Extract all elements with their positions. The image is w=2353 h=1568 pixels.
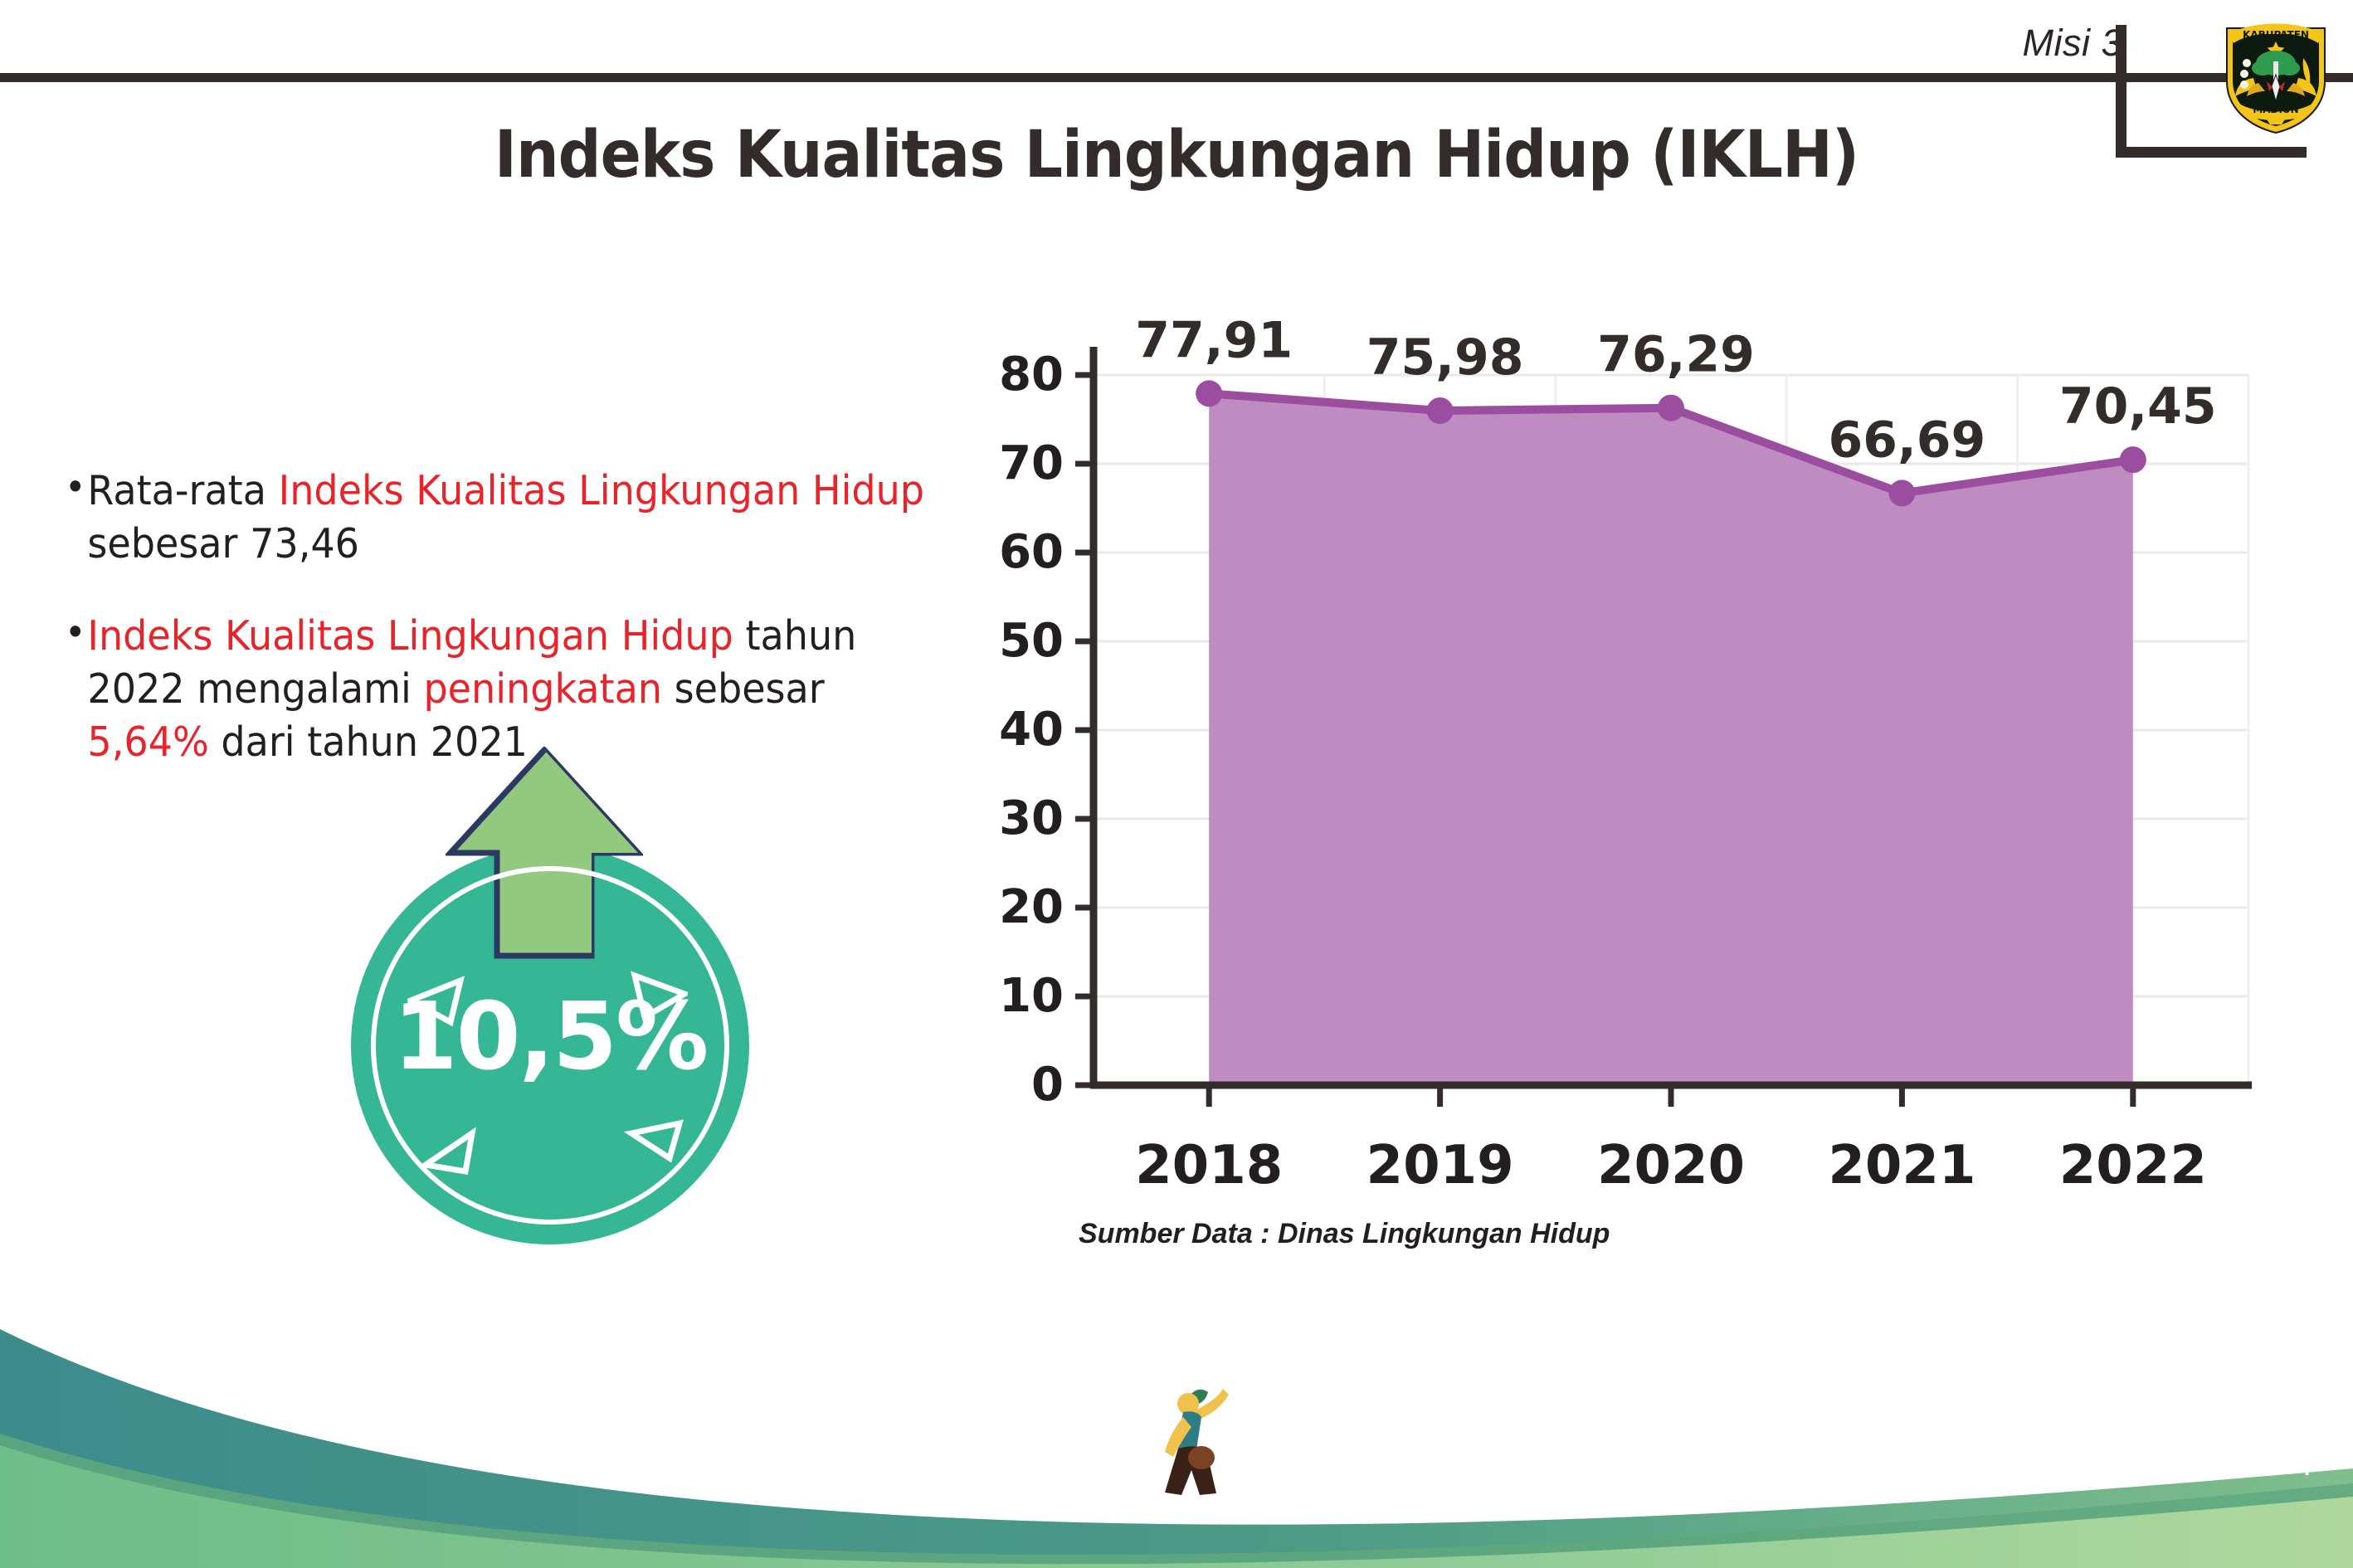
bullet-1-part-0: Rata-rata <box>87 467 279 514</box>
svg-text:MADIUN: MADIUN <box>2253 104 2298 115</box>
svg-text:2022: 2022 <box>2059 1135 2207 1196</box>
svg-text:2018: 2018 <box>1135 1135 1283 1196</box>
svg-text:60: 60 <box>999 525 1064 579</box>
svg-text:0: 0 <box>1031 1058 1064 1112</box>
svg-text:76,29: 76,29 <box>1597 326 1755 384</box>
bullet-marker: • <box>65 465 86 509</box>
svg-text:66,69: 66,69 <box>1829 411 1986 469</box>
bullet-text-1: Rata-rata Indeks Kualitas Lingkungan Hid… <box>87 465 930 570</box>
footer-wave <box>0 1294 2353 1568</box>
misi-label: Misi 3 <box>2022 22 2122 64</box>
bullet-1-part-1: Indeks Kualitas Lingkungan Hidup <box>278 467 925 514</box>
svg-text:70: 70 <box>999 436 1064 490</box>
header-divider <box>0 73 2353 82</box>
svg-text:30: 30 <box>999 791 1064 845</box>
list-item: • Rata-rata Indeks Kualitas Lingkungan H… <box>65 465 930 570</box>
iklh-area-chart: 0 10 20 30 40 50 60 70 80 2018 2019 2020 2021 2022 77,… <box>954 282 2282 1303</box>
person-raising-hand-icon <box>1153 1379 1245 1503</box>
svg-text:10: 10 <box>999 969 1064 1023</box>
svg-text:2021: 2021 <box>1828 1135 1975 1196</box>
chart-source-note: Sumber Data : Dinas Lingkungan Hidup <box>1079 1218 1610 1249</box>
list-item: • Indeks Kualitas Lingkungan Hidup tahun… <box>65 610 930 768</box>
bullet-2-part-3: sebesar <box>662 665 825 713</box>
footer-caption: Media Infografis Data Statistik Sektoral… <box>1228 1430 2314 1475</box>
bullet-marker: • <box>65 610 86 655</box>
svg-text:80: 80 <box>999 348 1064 402</box>
bullet-text-2: Indeks Kualitas Lingkungan Hidup tahun 2… <box>87 610 930 768</box>
growth-badge: 10,5% <box>328 745 759 1244</box>
bullet-1-part-2: sebesar 73,46 <box>87 519 359 567</box>
logo-bracket-horizontal <box>2116 147 2307 158</box>
logo-bracket-vertical <box>2116 25 2126 158</box>
bullet-2-part-2: peningkatan <box>423 665 663 713</box>
badge-inner-ring <box>371 866 729 1225</box>
bullet-list: • Rata-rata Indeks Kualitas Lingkungan H… <box>65 465 986 808</box>
kabupaten-madiun-crest-icon: KABUPATEN MADIUN <box>2217 10 2335 134</box>
page-title: Indeks Kualitas Lingkungan Hidup (IKLH) <box>494 118 1859 192</box>
svg-text:75,98: 75,98 <box>1366 329 1524 387</box>
bullet-2-part-1: tahun 2022 mengalami <box>87 612 857 713</box>
svg-text:2019: 2019 <box>1366 1135 1514 1196</box>
logo-bracket <box>2116 25 2321 158</box>
bullet-2-part-5: dari tahun 2021 <box>208 718 528 766</box>
bullet-2-part-0: Indeks Kualitas Lingkungan Hidup <box>87 612 733 660</box>
svg-text:77,91: 77,91 <box>1135 311 1293 369</box>
badge-percentage: 10,5% <box>392 983 709 1091</box>
svg-text:20: 20 <box>999 880 1064 934</box>
svg-text:2020: 2020 <box>1597 1135 1745 1196</box>
svg-text:70,45: 70,45 <box>2059 377 2217 436</box>
svg-text:50: 50 <box>999 614 1064 668</box>
bullet-2-part-4: 5,64% <box>87 718 209 766</box>
svg-text:KABUPATEN: KABUPATEN <box>2243 29 2309 41</box>
svg-text:40: 40 <box>999 703 1064 757</box>
